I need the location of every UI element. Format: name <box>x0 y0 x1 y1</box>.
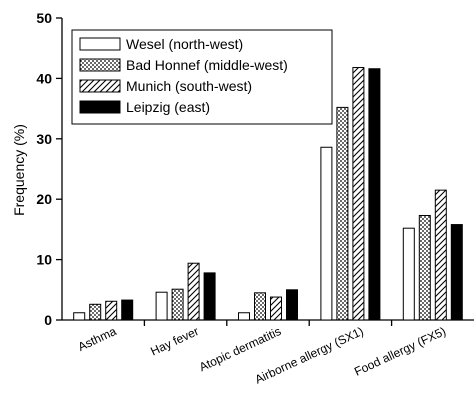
bar-solid-4 <box>450 224 463 321</box>
bar-solid-1 <box>203 272 216 321</box>
bar-open-2 <box>238 312 250 321</box>
x-tick-label: Hay fever <box>148 324 200 358</box>
bars <box>73 67 463 321</box>
legend: Wesel (north-west) Bad Honnef (middle-wes… <box>71 29 333 125</box>
bar-open-1 <box>155 291 168 321</box>
y-tick-label: 20 <box>36 191 52 207</box>
bar-open-4 <box>402 227 415 321</box>
bar-dotted-2 <box>254 292 266 321</box>
y-tick-label: 30 <box>36 131 52 147</box>
bar-hatched-1 <box>187 262 200 321</box>
bar-hatched-2 <box>270 296 282 321</box>
legend-swatch-open <box>79 37 121 51</box>
legend-label: Wesel (north-west) <box>126 36 243 52</box>
bar-open-3 <box>320 146 333 321</box>
bar-hatched-4 <box>434 189 447 321</box>
y-axis: 0 10 20 30 40 50 <box>36 10 63 328</box>
bar-solid-2 <box>286 289 298 321</box>
legend-label: Leipzig (east) <box>126 99 210 115</box>
bar-dotted-1 <box>171 288 184 321</box>
bar-solid-0 <box>121 299 134 321</box>
legend-label: Munich (south-west) <box>126 78 252 94</box>
y-axis-label: Frequency (%) <box>11 124 27 216</box>
x-tick-label: Food allergy (FX5) <box>352 324 448 379</box>
legend-label: Bad Honnef (middle-west) <box>126 57 288 73</box>
bar-dotted-4 <box>418 215 431 321</box>
legend-swatch-solid <box>79 100 121 114</box>
y-tick-label: 10 <box>36 252 52 268</box>
bar-open-0 <box>73 312 86 321</box>
bar-dotted-3 <box>336 106 349 321</box>
legend-swatch-hatched <box>79 79 121 93</box>
y-tick-label: 40 <box>36 70 52 86</box>
bar-hatched-0 <box>105 300 118 321</box>
legend-swatch-dotted <box>79 58 121 72</box>
y-tick-label: 0 <box>44 312 52 328</box>
bar-dotted-0 <box>89 303 102 321</box>
y-tick-label: 50 <box>36 10 52 26</box>
x-tick-label: Asthma <box>76 324 119 354</box>
bar-hatched-3 <box>352 67 365 321</box>
bar-solid-3 <box>368 68 381 321</box>
